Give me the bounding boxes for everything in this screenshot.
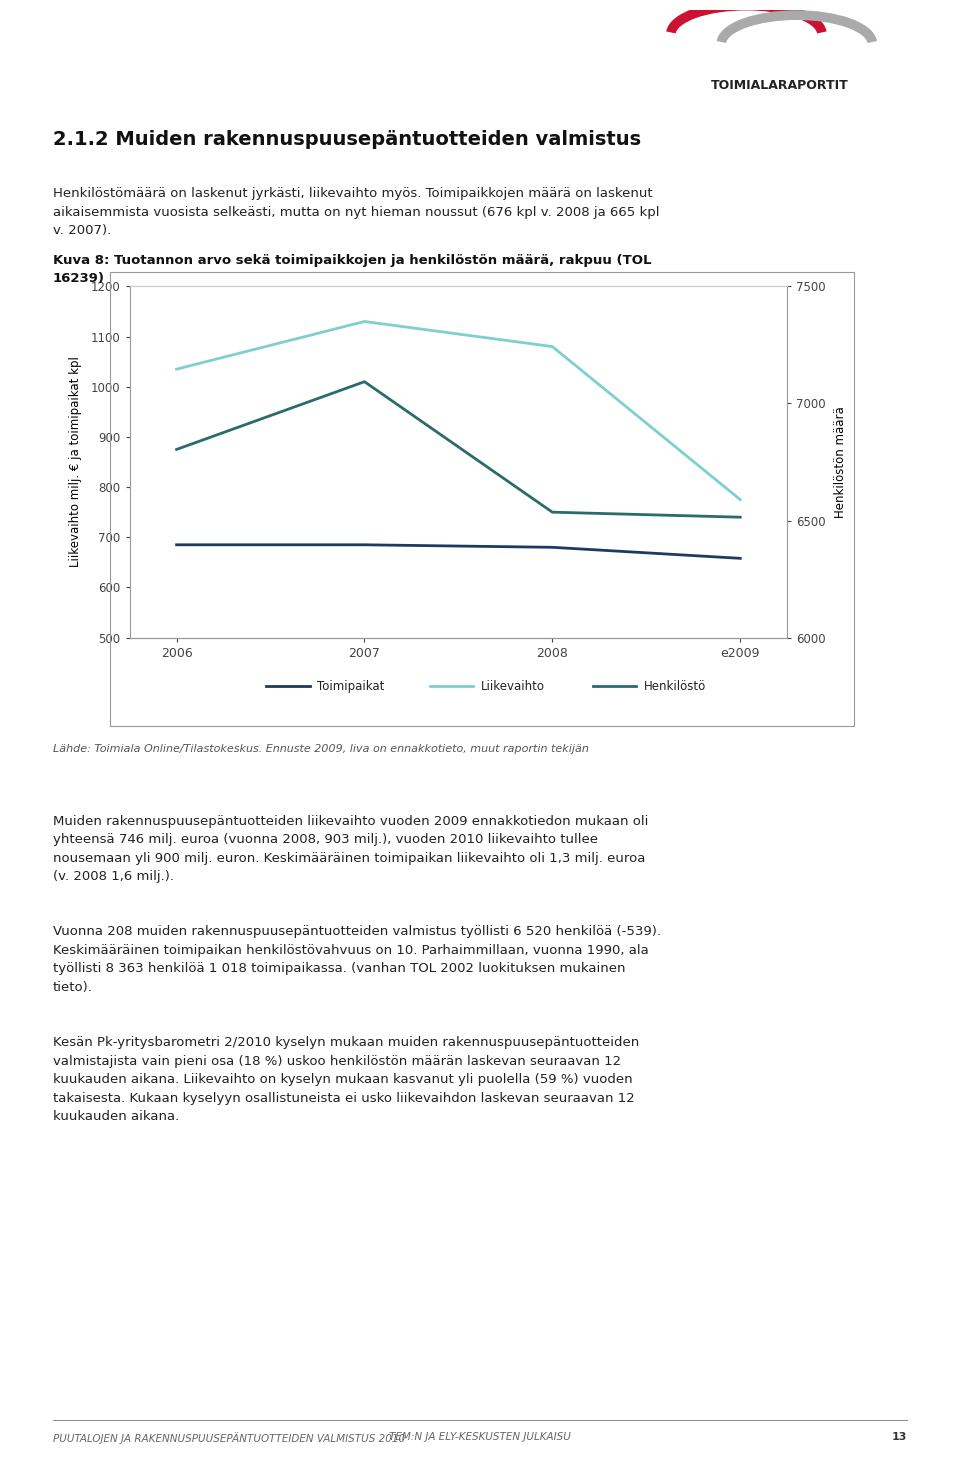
Text: Henkilöstö: Henkilöstö (644, 680, 706, 692)
Text: Kesän Pk-yritysbarometri 2/2010 kyselyn mukaan muiden rakennuspuusepäntuotteiden: Kesän Pk-yritysbarometri 2/2010 kyselyn … (53, 1036, 639, 1123)
Text: Vuonna 208 muiden rakennuspuusepäntuotteiden valmistus työllisti 6 520 henkilöä : Vuonna 208 muiden rakennuspuusepäntuotte… (53, 925, 660, 993)
Text: TOIMIALARAPORTIT: TOIMIALARAPORTIT (711, 78, 849, 92)
Text: Liikevaihto: Liikevaihto (480, 680, 544, 692)
Text: PUUTALOJEN JA RAKENNUSPUUSEPÄNTUOTTEIDEN VALMISTUS 2010: PUUTALOJEN JA RAKENNUSPUUSEPÄNTUOTTEIDEN… (53, 1432, 405, 1444)
Text: Kuva 8: Tuotannon arvo sekä toimipaikkojen ja henkilöstön määrä, rakpuu (TOL
162: Kuva 8: Tuotannon arvo sekä toimipaikkoj… (53, 254, 651, 285)
Text: TEM:N JA ELY-KESKUSTEN JULKAISU: TEM:N JA ELY-KESKUSTEN JULKAISU (389, 1432, 571, 1442)
Y-axis label: Henkilöstön määrä: Henkilöstön määrä (834, 406, 847, 518)
Text: Lähde: Toimiala Online/Tilastokeskus. Ennuste 2009, liva on ennakkotieto, muut r: Lähde: Toimiala Online/Tilastokeskus. En… (53, 744, 588, 754)
Text: 13: 13 (892, 1432, 907, 1442)
Text: 2.1.2 Muiden rakennuspuusepäntuotteiden valmistus: 2.1.2 Muiden rakennuspuusepäntuotteiden … (53, 130, 641, 149)
Text: Henkilöstömäärä on laskenut jyrkästi, liikevaihto myös. Toimipaikkojen määrä on : Henkilöstömäärä on laskenut jyrkästi, li… (53, 187, 660, 238)
Text: Toimipaikat: Toimipaikat (317, 680, 385, 692)
Text: Muiden rakennuspuusepäntuotteiden liikevaihto vuoden 2009 ennakkotiedon mukaan o: Muiden rakennuspuusepäntuotteiden liikev… (53, 815, 648, 883)
Y-axis label: Liikevaihto milj. € ja toimipaikat kpl: Liikevaihto milj. € ja toimipaikat kpl (69, 357, 83, 567)
